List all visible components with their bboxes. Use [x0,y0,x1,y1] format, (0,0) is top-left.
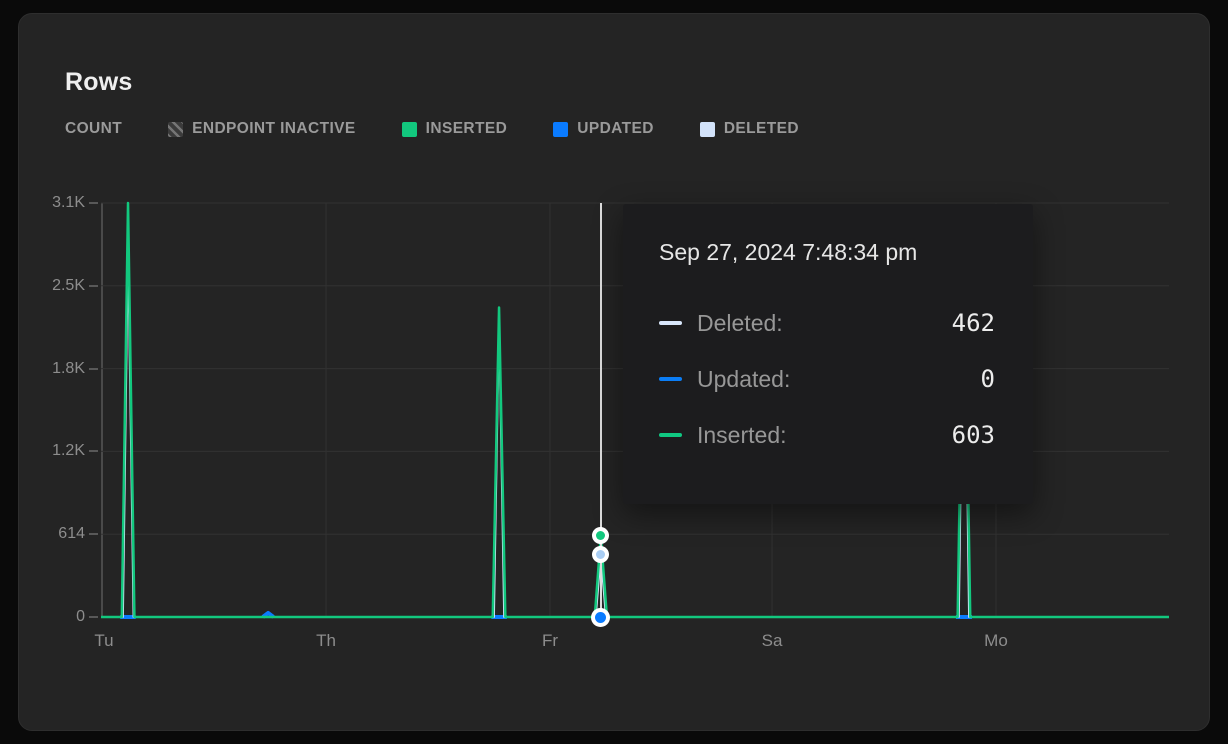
legend-item-label: INSERTED [425,120,508,137]
x-tick-label: Th [316,631,336,650]
legend-item-deleted[interactable]: DELETED [699,120,799,138]
y-axis-line [101,203,103,618]
x-tick-label: Sa [761,631,783,650]
x-tick-label: Tu [94,631,114,650]
chart-legend: COUNT ENDPOINT INACTIVE INSERTED UPDATED… [65,120,799,138]
legend-item-endpoint-inactive[interactable]: ENDPOINT INACTIVE [168,120,356,138]
endpoint-inactive-striped-icon [168,121,184,137]
tooltip-label: Deleted: [697,309,783,336]
hover-marker-dot [596,531,606,541]
hover-marker-deleted [592,546,610,564]
y-tick-label: 1.8K [52,359,85,377]
y-tick-label: 614 [58,525,85,543]
tooltip-row-updated: Updated: 0 [659,363,995,395]
chart-title: Rows [65,68,133,96]
y-tick-dash [89,616,98,618]
updated-dash-icon [659,377,682,381]
hover-marker-updated [591,607,611,627]
updated-swatch-icon [553,121,569,137]
y-tick-dash [89,284,98,287]
tooltip-value: 603 [951,421,995,449]
hover-crosshair-line [599,203,602,617]
tooltip-timestamp: Sep 27, 2024 7:48:34 pm [659,239,918,265]
x-axis: Tu Th Fr Sa Mo [94,631,1169,655]
deleted-swatch-icon [699,121,715,137]
tooltip-row-deleted: Deleted: 462 [659,307,995,339]
tooltip-value: 0 [980,365,995,393]
y-tick-dash [89,202,98,204]
hover-marker-dot [596,550,606,560]
tooltip-label: Updated: [697,365,791,392]
tooltip-value: 462 [951,309,995,337]
hover-marker-dot [595,611,607,623]
x-tick-label: Fr [541,631,558,650]
tooltip-rows: Deleted: 462 Updated: 0 Inserted: 603 [659,307,995,451]
y-axis: 0 614 1.2K 1.8K 2.5K 3.1K [19,194,98,625]
legend-item-label: DELETED [723,120,799,137]
y-tick-dash [89,367,98,370]
chart-tooltip: Sep 27, 2024 7:48:34 pm Deleted: 462 Upd… [623,204,1033,504]
deleted-dash-icon [659,321,682,325]
hover-marker-inserted [592,527,610,545]
legend-item-label: ENDPOINT INACTIVE [192,120,356,137]
tooltip-label: Inserted: [697,421,787,448]
y-tick-label: 1.2K [52,442,85,460]
rows-chart-card: Rows COUNT ENDPOINT INACTIVE INSERTED UP… [18,13,1210,731]
y-tick-dash [89,450,98,453]
legend-item-label: UPDATED [577,120,654,137]
y-tick-dash [89,533,98,536]
legend-item-inserted[interactable]: INSERTED [401,120,508,138]
inserted-dash-icon [659,433,682,437]
y-tick-label: 2.5K [52,276,85,294]
legend-item-updated[interactable]: UPDATED [553,120,654,138]
y-tick-label: 3.1K [52,194,85,211]
x-tick-label: Mo [984,631,1008,650]
count-label: COUNT [65,120,123,137]
y-tick-label: 0 [76,608,85,625]
tooltip-row-inserted: Inserted: 603 [659,419,995,451]
series-line-updated [261,610,275,619]
inserted-swatch-icon [401,121,417,137]
